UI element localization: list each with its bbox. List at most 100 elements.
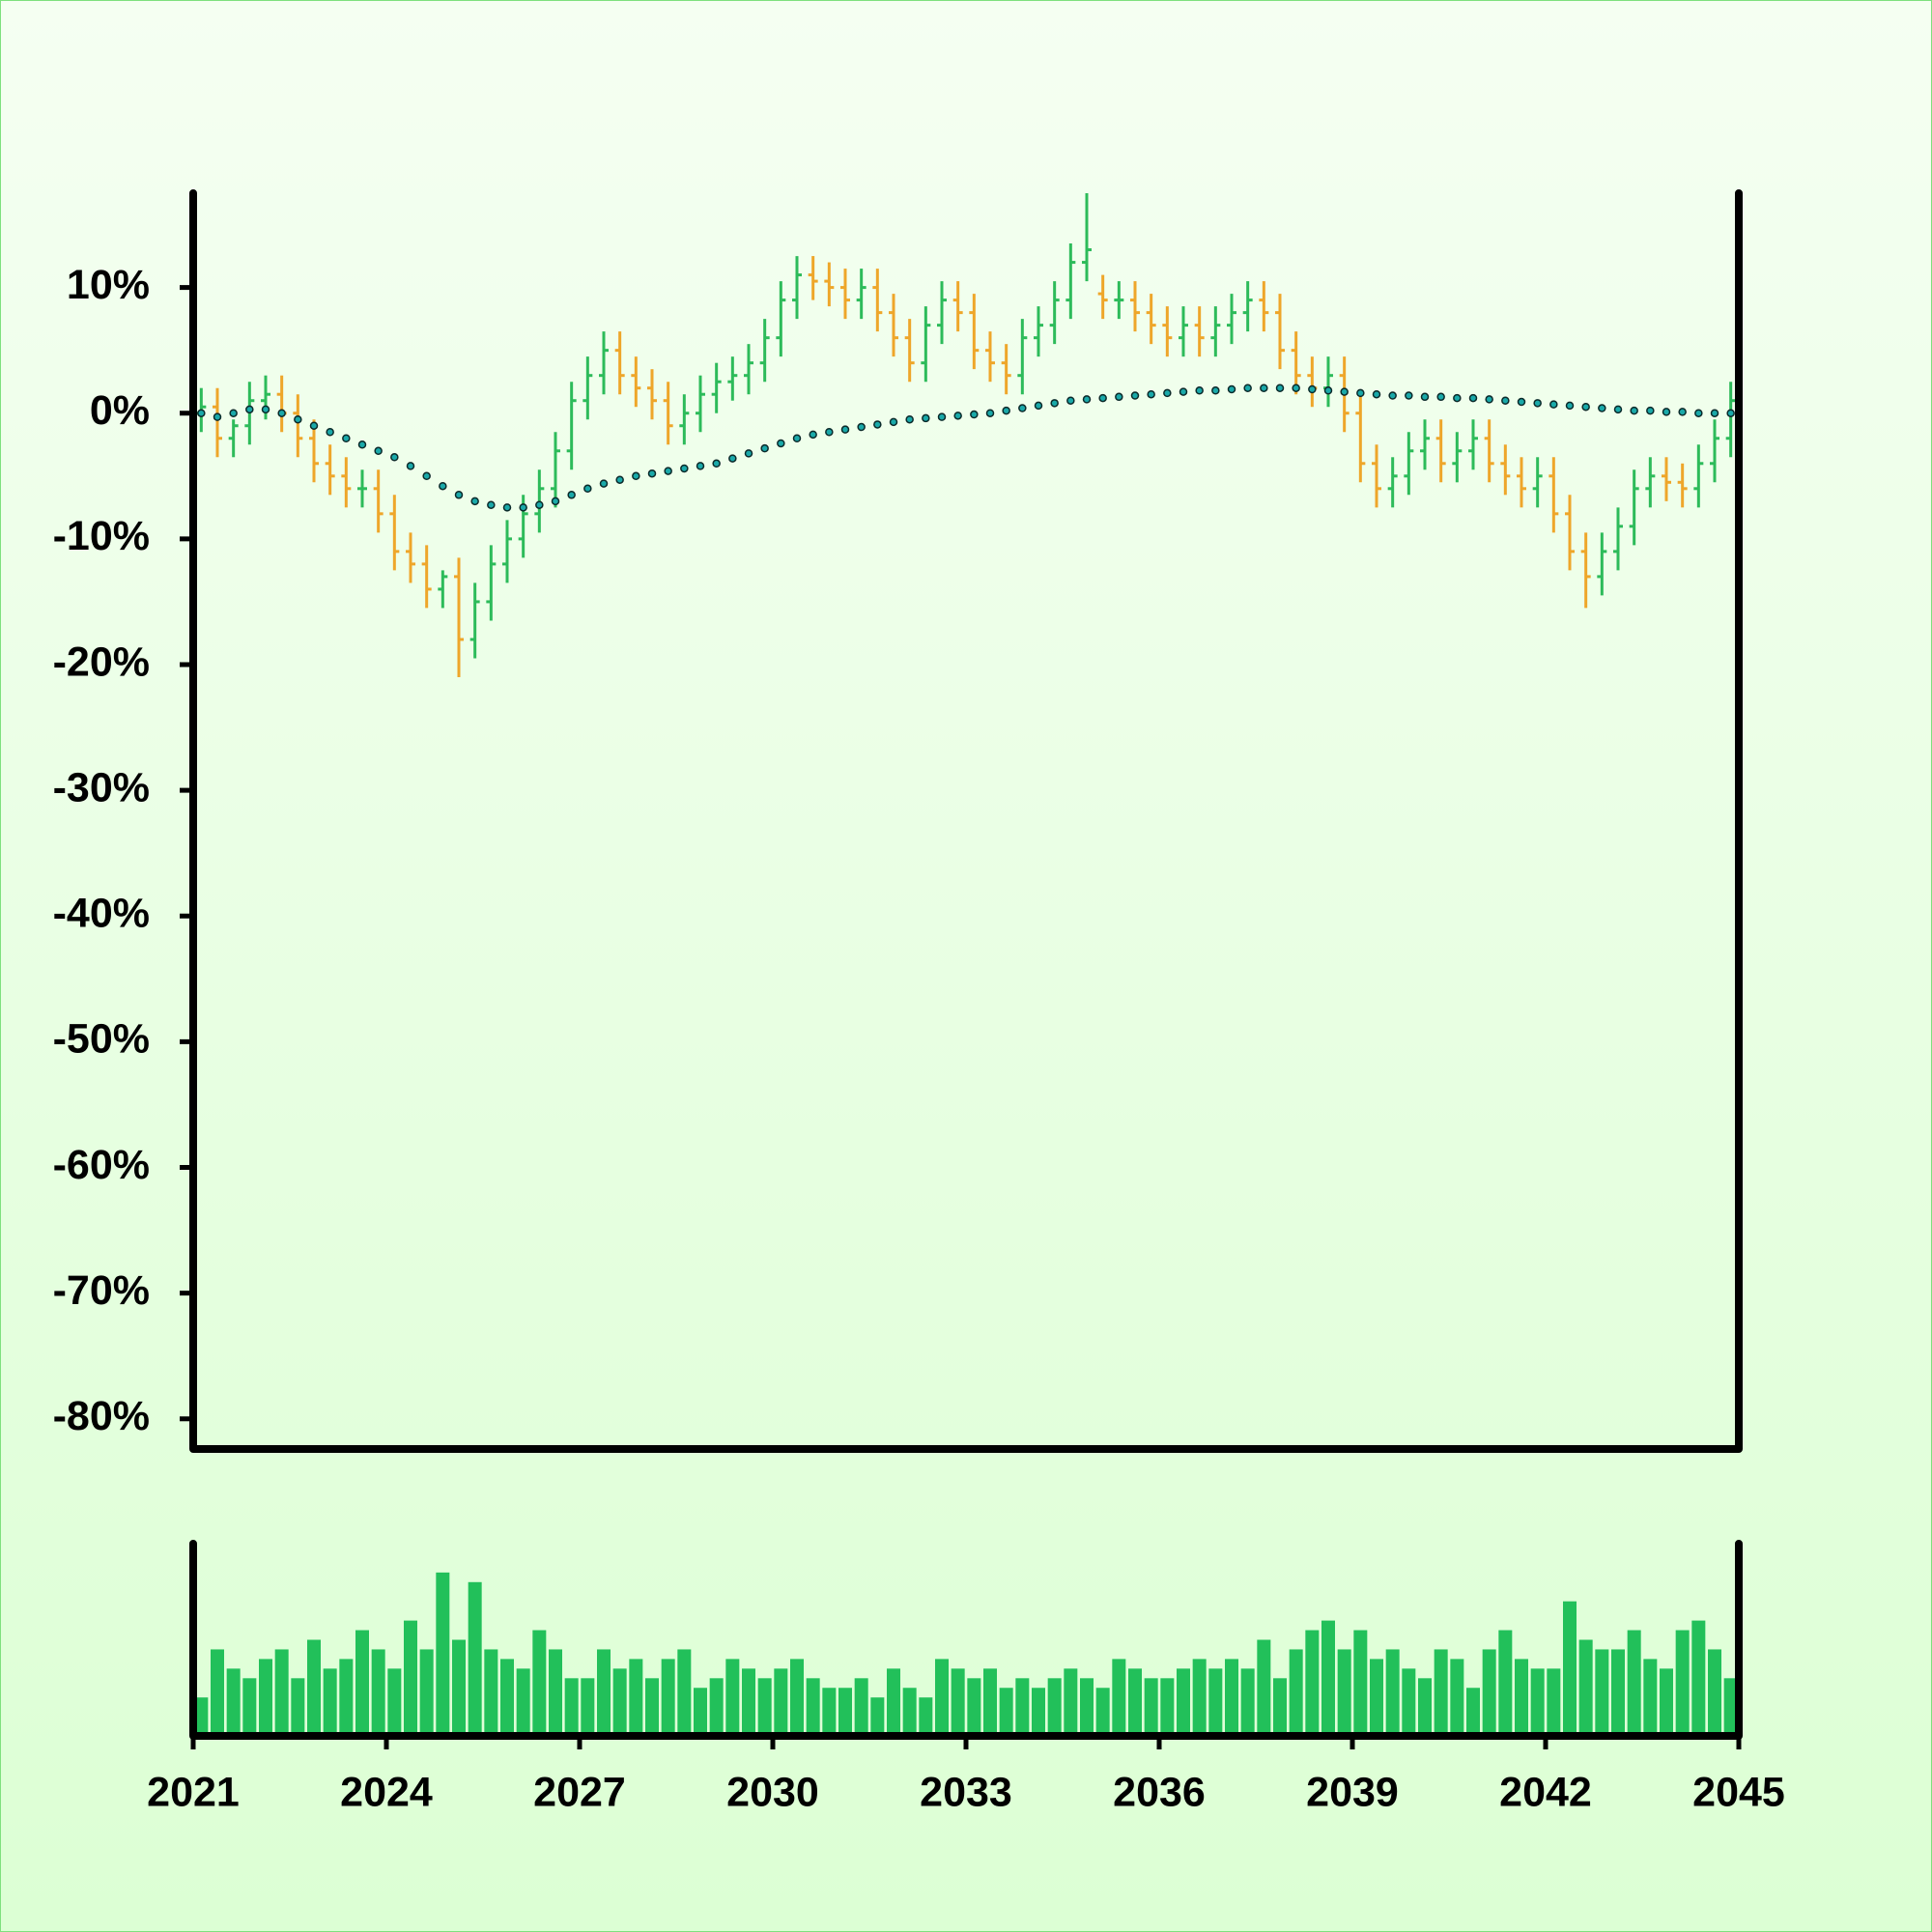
ma-dot (1694, 409, 1703, 417)
y-tick-label: -20% (53, 639, 150, 685)
volume-bar (1273, 1678, 1287, 1736)
ma-dot (680, 464, 689, 473)
ma-dot (1260, 384, 1268, 392)
volume-bar (1660, 1668, 1673, 1736)
volume-bar (774, 1668, 788, 1736)
ma-dot (422, 471, 431, 481)
volume-bar (1466, 1688, 1480, 1736)
ma-dot (777, 439, 785, 448)
ma-dot (245, 405, 254, 414)
ma-dot (1630, 406, 1638, 415)
ma-dot (953, 412, 962, 420)
ma-dot (664, 467, 672, 475)
volume-bar (1515, 1659, 1528, 1736)
y-tick-label: -50% (53, 1016, 150, 1063)
volume-bar (1032, 1688, 1045, 1736)
volume-bar (242, 1678, 257, 1736)
volume-bar (1177, 1668, 1190, 1736)
volume-bar (677, 1649, 692, 1736)
volume-bar (1257, 1639, 1271, 1736)
volume-bar (500, 1659, 514, 1736)
volume-bar (1305, 1630, 1320, 1736)
volume-bar (1337, 1649, 1351, 1736)
volume-bar (709, 1678, 724, 1736)
ma-dot (1372, 389, 1381, 399)
ma-dot (857, 422, 866, 432)
ma-dot (647, 469, 657, 478)
y-tick-label: -80% (53, 1393, 150, 1439)
volume-bar (1723, 1678, 1738, 1736)
ma-dot (1098, 393, 1107, 403)
ma-dot (277, 409, 286, 417)
y-tick-label: 10% (67, 262, 150, 308)
volume-bar (1611, 1649, 1625, 1736)
volume-bar (1370, 1659, 1383, 1736)
volume-bar (919, 1697, 933, 1736)
volume-bar (274, 1649, 289, 1736)
ma-dot (1243, 384, 1252, 392)
volume-bar (967, 1678, 981, 1736)
volume-bar (1240, 1668, 1255, 1736)
volume-bar (1289, 1649, 1303, 1736)
x-tick-label: 2036 (1113, 1769, 1206, 1815)
volume-bar (564, 1678, 579, 1736)
volume-bar (838, 1688, 852, 1736)
volume-bar (597, 1649, 611, 1736)
ma-dot (970, 410, 979, 419)
axis-frame (189, 189, 1743, 1453)
volume-bar (484, 1649, 498, 1736)
volume-bar (902, 1688, 917, 1736)
volume-bar (1434, 1649, 1448, 1736)
ma-dot (261, 405, 270, 414)
ma-dot (535, 500, 544, 509)
volume-bar (549, 1649, 562, 1736)
volume-bar (887, 1668, 900, 1736)
ma-dot (1179, 387, 1188, 396)
x-tick-label: 2021 (147, 1769, 240, 1815)
ma-dot (1388, 391, 1397, 400)
ma-dot (1581, 402, 1590, 412)
volume-bar (806, 1678, 820, 1736)
ma-dot (632, 471, 640, 481)
volume-bar (355, 1630, 369, 1736)
ma-dot (792, 434, 802, 443)
volume-bar (1080, 1678, 1094, 1736)
ma-dot (696, 462, 705, 470)
ma-dot (309, 421, 319, 430)
volume-bar (194, 1697, 209, 1736)
ma-dot (1034, 401, 1043, 411)
volume-bar (1225, 1659, 1238, 1736)
ma-dot (1275, 384, 1285, 392)
x-tick-label: 2045 (1692, 1769, 1785, 1815)
volume-bar (1402, 1668, 1416, 1736)
ma-dot (1082, 395, 1092, 404)
volume-bar (1691, 1620, 1706, 1736)
ma-dot (1130, 391, 1140, 400)
volume-bar (1595, 1649, 1609, 1736)
ma-dot (583, 484, 592, 494)
ma-dot (744, 449, 753, 458)
ma-dot (937, 412, 947, 421)
volume-bar (1547, 1668, 1561, 1736)
volume-bar (742, 1668, 755, 1736)
ma-dot (1501, 396, 1510, 405)
ma-dot (470, 497, 479, 506)
volume-bar (854, 1678, 868, 1736)
ma-dot (454, 491, 464, 499)
ma-dot (760, 443, 769, 453)
ma-dot (1565, 401, 1575, 411)
ma-dot (326, 427, 334, 437)
volume-bar (612, 1668, 627, 1736)
y-tick-label: -10% (53, 513, 150, 559)
ma-dot (1468, 393, 1478, 403)
ma-dot (1050, 399, 1059, 408)
volume-bar (404, 1620, 417, 1736)
volume-bar (307, 1639, 321, 1736)
ma-dot (1517, 397, 1526, 407)
ma-dot (1549, 400, 1558, 409)
volume-bar (757, 1678, 772, 1736)
volume-bar (371, 1649, 385, 1736)
ma-dot (1453, 393, 1462, 403)
ma-dot (1115, 392, 1123, 402)
